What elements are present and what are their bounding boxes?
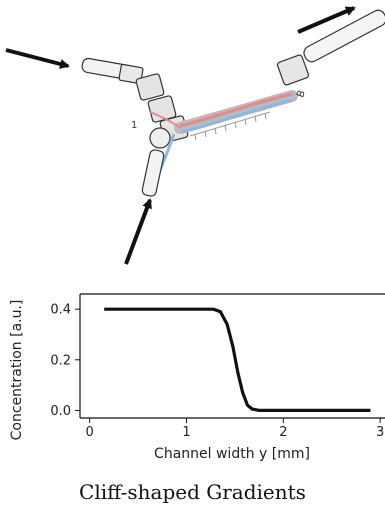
y-tick-label: 0.0 — [50, 404, 71, 419]
connector-blocks — [135, 73, 189, 149]
device-label-1: 1 — [131, 120, 137, 131]
concentration-chart: 0.0 0.2 0.4 0 1 2 3 Channel width y [mm] Conc… — [9, 293, 385, 462]
device-label-b: B — [295, 89, 308, 99]
y-tick-label: 0.4 — [50, 303, 71, 318]
x-tick-label: 3 — [376, 425, 384, 440]
x-axis: 0 1 2 3 — [86, 418, 384, 440]
x-tick-label: 1 — [182, 425, 190, 440]
arrow-bottom — [124, 198, 152, 265]
plot-frame — [79, 293, 385, 419]
arrow-top-right — [297, 6, 356, 34]
arrow-left — [5, 48, 70, 69]
y-axis-title: Concentration [a.u.] — [9, 300, 25, 441]
y-axis: 0.0 0.2 0.4 — [50, 303, 80, 419]
x-tick-label: 0 — [86, 425, 94, 440]
device-illustration: 1 B — [5, 6, 385, 265]
ruler — [189, 111, 271, 141]
x-axis-title: Channel width y [mm] — [154, 446, 310, 462]
right-outlet-tube — [276, 9, 385, 86]
series-line-concentration — [104, 307, 371, 412]
x-tick-label: 2 — [279, 425, 287, 440]
figure-caption: Cliff-shaped Gradients — [79, 480, 306, 504]
left-inlet-tube — [81, 57, 144, 85]
bottom-inlet-tube — [141, 149, 165, 197]
y-tick-label: 0.2 — [50, 353, 71, 368]
